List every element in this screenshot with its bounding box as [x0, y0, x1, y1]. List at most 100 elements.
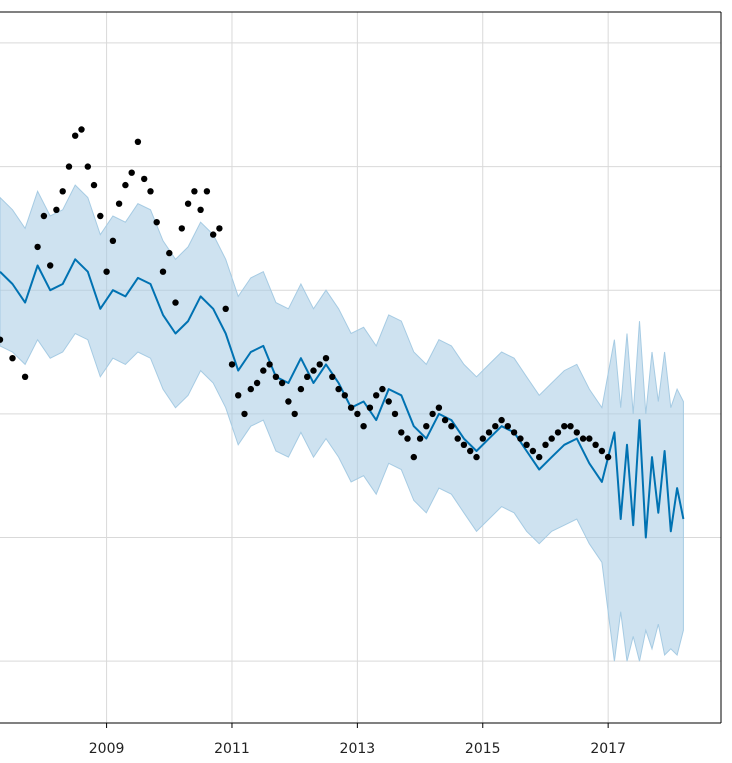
- observed-point-56: [366, 404, 374, 411]
- observed-point-7: [59, 188, 66, 195]
- observed-point-24: [166, 249, 173, 257]
- observed-point-30: [203, 188, 211, 195]
- observed-point-26: [178, 225, 185, 232]
- observed-point-59: [385, 398, 392, 405]
- observed-point-54: [354, 410, 361, 418]
- observed-point-22: [153, 219, 160, 226]
- observed-point-76: [492, 423, 499, 430]
- observed-point-12: [90, 181, 98, 189]
- x-tick-label-2015: 2015: [465, 741, 501, 757]
- observed-point-41: [272, 373, 280, 380]
- observed-point-51: [335, 385, 342, 393]
- observed-point-13: [97, 212, 104, 220]
- observed-point-63: [410, 453, 417, 461]
- observed-point-1: [9, 355, 16, 362]
- observed-point-65: [423, 423, 430, 430]
- observed-point-93: [598, 447, 606, 455]
- x-axis-ticks: 2009 2011 2013 2015 2017: [89, 723, 626, 757]
- plot-frame: [0, 11, 722, 724]
- observed-point-92: [592, 441, 599, 448]
- observed-point-80: [517, 435, 524, 442]
- observed-point-47: [310, 367, 317, 374]
- uncertainty-band: [0, 184, 684, 662]
- observed-point-53: [347, 404, 355, 411]
- observed-point-11: [84, 163, 92, 170]
- observed-point-46: [304, 373, 311, 380]
- observed-point-20: [141, 175, 148, 183]
- observed-point-61: [398, 429, 405, 436]
- observed-point-83: [536, 453, 543, 461]
- observed-point-94: [604, 453, 612, 461]
- observed-point-38: [253, 379, 261, 387]
- observed-point-50: [329, 373, 336, 380]
- observed-point-82: [529, 447, 537, 455]
- observed-point-60: [391, 410, 399, 418]
- forecast-line: [0, 258, 685, 539]
- observed-point-3: [34, 243, 41, 251]
- observed-point-91: [586, 435, 593, 442]
- x-tick-label-2009: 2009: [89, 741, 125, 757]
- observed-point-69: [448, 423, 455, 430]
- observed-point-8: [65, 163, 73, 170]
- observed-point-77: [498, 416, 505, 424]
- observed-point-33: [222, 305, 229, 312]
- observed-point-72: [467, 447, 474, 455]
- observed-point-15: [109, 237, 117, 244]
- observed-point-48: [316, 361, 323, 368]
- observed-point-27: [184, 200, 192, 207]
- observed-point-39: [260, 367, 267, 374]
- observed-point-73: [473, 453, 480, 461]
- observed-point-28: [191, 188, 198, 195]
- observed-point-79: [510, 429, 518, 436]
- observed-point-31: [210, 231, 217, 238]
- observed-point-19: [134, 138, 142, 145]
- observed-point-84: [542, 441, 549, 448]
- observed-point-37: [247, 385, 254, 393]
- uncertainty-band-area: [0, 184, 684, 662]
- forecast-line-group: [0, 258, 685, 539]
- observed-point-23: [159, 268, 167, 275]
- observed-point-62: [404, 435, 411, 442]
- observed-point-36: [241, 410, 248, 418]
- observed-point-64: [416, 435, 424, 442]
- observed-point-2: [21, 373, 29, 380]
- observed-point-86: [554, 429, 562, 436]
- x-tick-label-2013: 2013: [340, 741, 376, 757]
- observed-point-67: [435, 404, 443, 411]
- observed-point-57: [373, 392, 380, 399]
- observed-point-52: [341, 392, 348, 399]
- observed-point-18: [128, 169, 135, 176]
- observed-point-14: [103, 268, 110, 275]
- observed-point-29: [197, 206, 204, 213]
- observed-point-87: [561, 423, 568, 430]
- observed-point-58: [379, 385, 386, 393]
- observed-point-74: [479, 435, 486, 442]
- observed-point-55: [360, 423, 367, 430]
- observed-point-71: [460, 441, 468, 448]
- observed-point-6: [53, 206, 60, 213]
- observed-point-16: [115, 200, 123, 207]
- observed-point-70: [454, 435, 461, 442]
- observed-point-10: [78, 126, 85, 133]
- observed-point-81: [523, 441, 530, 448]
- observed-point-44: [291, 410, 298, 418]
- observed-point-43: [285, 398, 292, 405]
- observed-point-4: [40, 212, 48, 220]
- observed-point-88: [567, 423, 574, 430]
- observed-point-75: [485, 429, 493, 436]
- observed-point-9: [72, 132, 79, 139]
- observed-point-78: [504, 423, 511, 430]
- observed-point-17: [122, 181, 129, 189]
- x-tick-label-2011: 2011: [214, 741, 250, 757]
- observed-point-49: [322, 355, 330, 362]
- observed-point-40: [266, 361, 273, 368]
- observed-point-89: [573, 429, 580, 436]
- observed-point-25: [172, 299, 179, 306]
- observed-point-90: [579, 435, 587, 442]
- observed-point-5: [47, 262, 54, 269]
- observed-point-0: [0, 336, 4, 343]
- observed-point-66: [429, 410, 436, 418]
- observed-point-32: [216, 225, 223, 232]
- observed-point-21: [147, 188, 154, 195]
